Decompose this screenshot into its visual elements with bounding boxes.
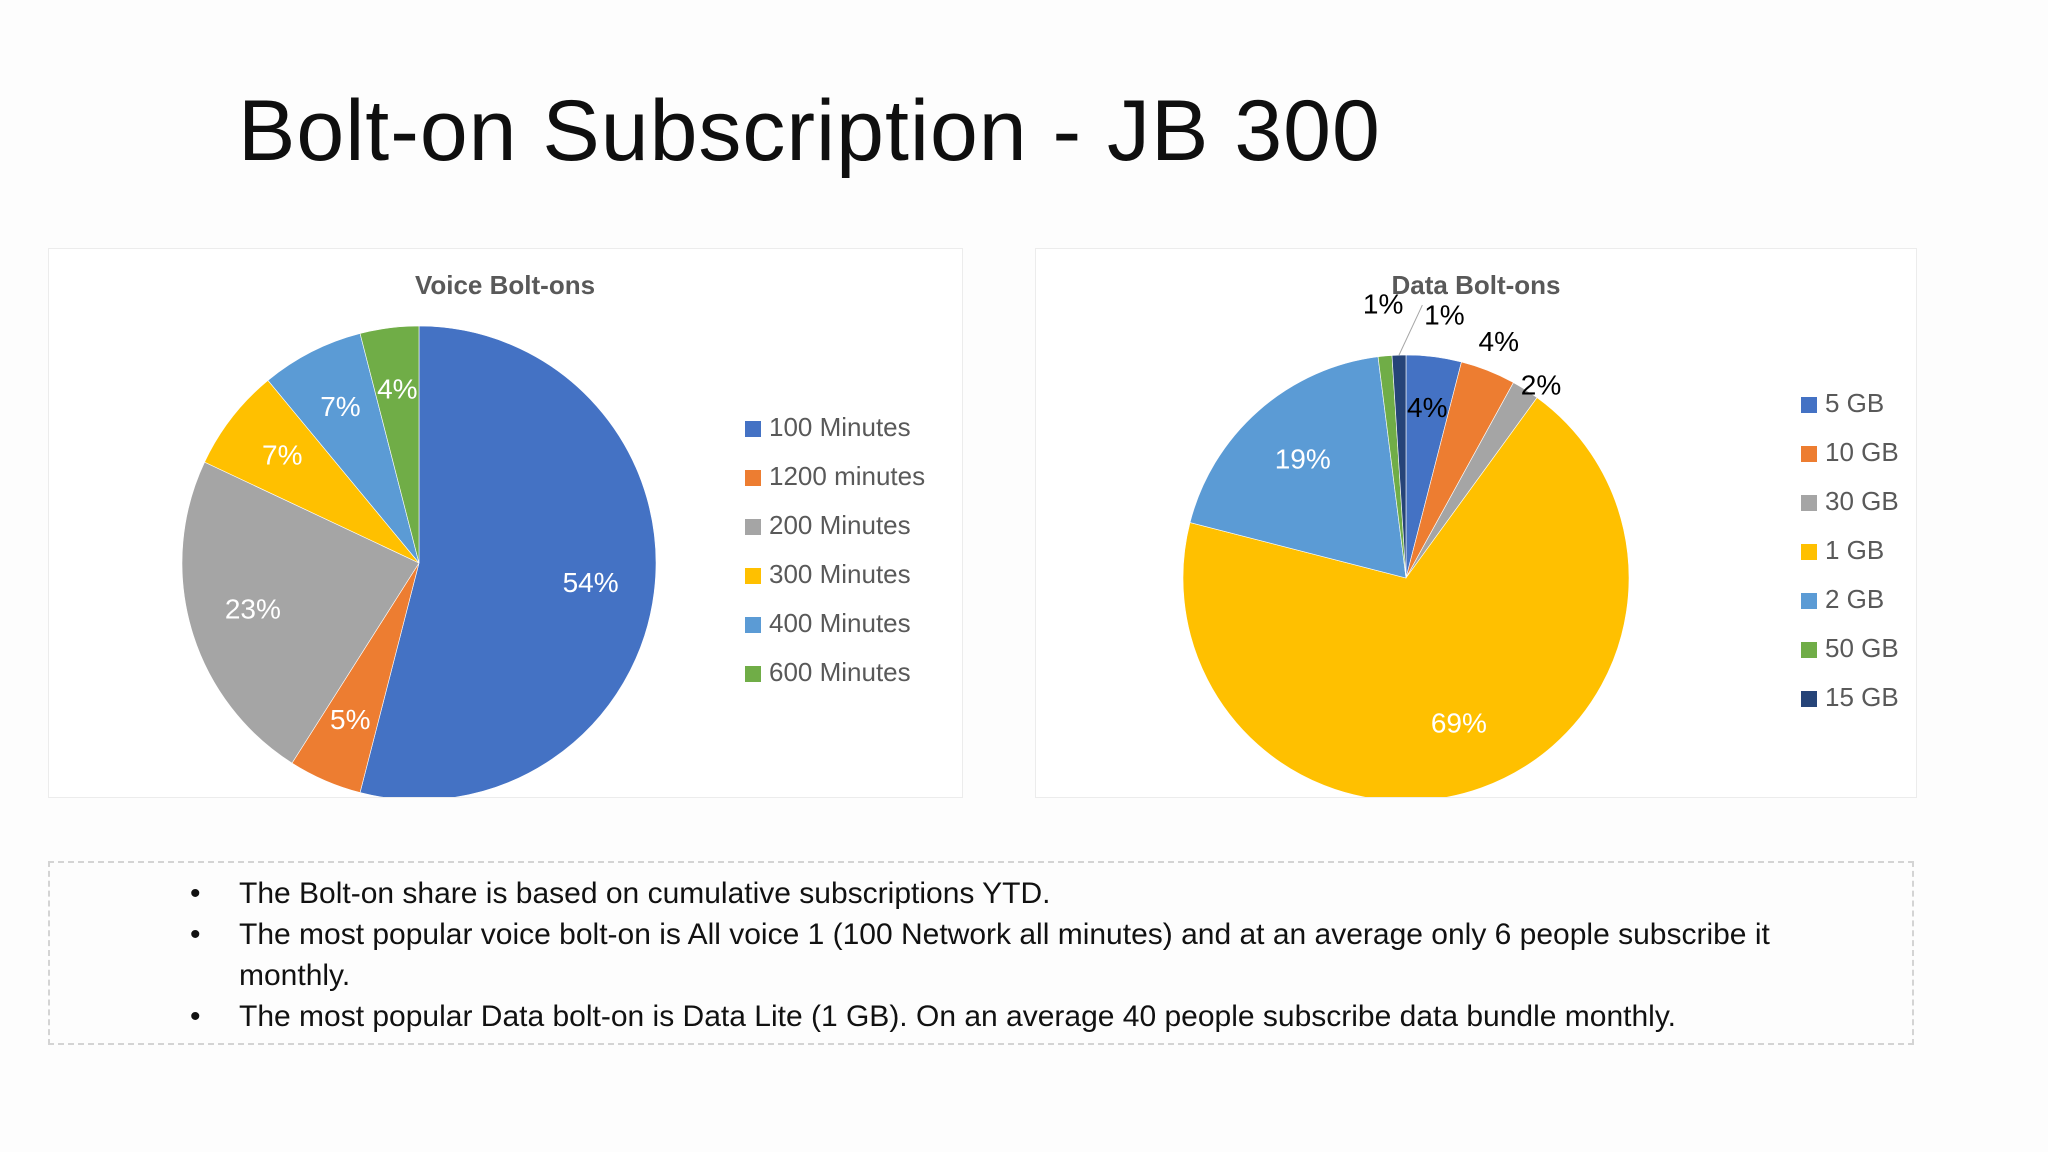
bullet-icon: • [190,1000,201,1033]
legend-label-50-gb: 50 GB [1825,633,1899,663]
pie-slice-400-minutes [267,333,420,564]
note-text: The Bolt-on share is based on cumulative… [239,877,1051,910]
legend-label-400-minutes: 400 Minutes [769,608,911,638]
legend-label-30-gb: 30 GB [1825,486,1899,516]
notes-box: • The Bolt-on share is based on cumulativ… [48,861,1914,1045]
legend-label-100-minutes: 100 Minutes [769,412,911,442]
data-label-200-minutes: 23% [225,594,281,625]
legend-swatch-300-minutes [745,568,761,584]
data-label-1-gb: 69% [1431,707,1487,738]
leader-line [1398,304,1423,356]
legend-label-1-gb: 1 GB [1825,535,1884,565]
voice-pie-svg: Voice Bolt-ons 54% 5% 23% 7% 7% 4% 100 Minutes 1… [181,270,925,797]
legend-label-600-minutes: 600 Minutes [769,657,911,687]
legend-label-10-gb: 10 GB [1825,437,1899,467]
data-label-100-minutes: 54% [563,567,619,598]
data-label-30-gb: 2% [1521,370,1561,401]
data-label-600-minutes: 4% [377,374,417,405]
legend-label-15-gb: 15 GB [1825,682,1899,712]
data-label-50-gb: 1% [1363,288,1403,319]
data-label-1200-minutes: 5% [330,704,370,735]
legend-label-5-gb: 5 GB [1825,388,1884,418]
chart-title: Data Bolt-ons [1392,270,1561,300]
bullet-icon: • [190,918,201,951]
data-label-300-minutes: 7% [262,439,302,470]
legend-swatch-100-minutes [745,421,761,437]
pie-slice-100-minutes [359,325,657,797]
legend-swatch-200-minutes [745,519,761,535]
legend-swatch-5-gb [1801,397,1817,413]
legend-label-300-minutes: 300 Minutes [769,559,911,589]
voice-bolt-ons-chart: Voice Bolt-ons 54% 5% 23% 7% 7% 4% 100 Minutes 1… [48,248,963,798]
legend-swatch-30-gb [1801,495,1817,511]
pie-slice-1-gb [1182,397,1630,797]
legend-swatch-400-minutes [745,617,761,633]
note-text: The most popular Data bolt-on is Data Li… [239,1000,1676,1033]
chart-title: Voice Bolt-ons [415,270,595,300]
data-label-5-gb: 4% [1407,392,1447,423]
pie-slice-2-gb [1189,356,1407,579]
note-item: • The most popular voice bolt-on is All v… [190,914,1880,996]
legend-swatch-2-gb [1801,593,1817,609]
note-item: • The most popular Data bolt-on is Data L… [190,996,1880,1037]
data-label-15-gb: 1% [1424,299,1464,330]
legend-swatch-50-gb [1801,642,1817,658]
legend-label-1200-minutes: 1200 minutes [769,461,925,491]
legend-swatch-1-gb [1801,544,1817,560]
note-item: • The Bolt-on share is based on cumulativ… [190,873,1880,914]
bullet-icon: • [190,877,201,910]
data-label-10-gb: 4% [1479,326,1519,357]
pie-slice-200-minutes [181,461,420,764]
legend-swatch-600-minutes [745,666,761,682]
pie-slice-600-minutes [359,325,420,564]
legend-swatch-10-gb [1801,446,1817,462]
note-text: The most popular voice bolt-on is All vo… [239,918,1770,992]
data-label-400-minutes: 7% [320,391,360,422]
legend-swatch-1200-minutes [745,470,761,486]
legend-swatch-15-gb [1801,691,1817,707]
legend-label-200-minutes: 200 Minutes [769,510,911,540]
pie-slice-300-minutes [204,379,420,564]
data-bolt-ons-chart: Data Bolt-ons 4% 4% 2% 69% 19% 1% 1% 5 GB 10 GB 30… [1035,248,1917,798]
data-label-2-gb: 19% [1275,443,1331,474]
slide-title: Bolt-on Subscription - JB 300 [238,83,1381,179]
legend-label-2-gb: 2 GB [1825,584,1884,614]
